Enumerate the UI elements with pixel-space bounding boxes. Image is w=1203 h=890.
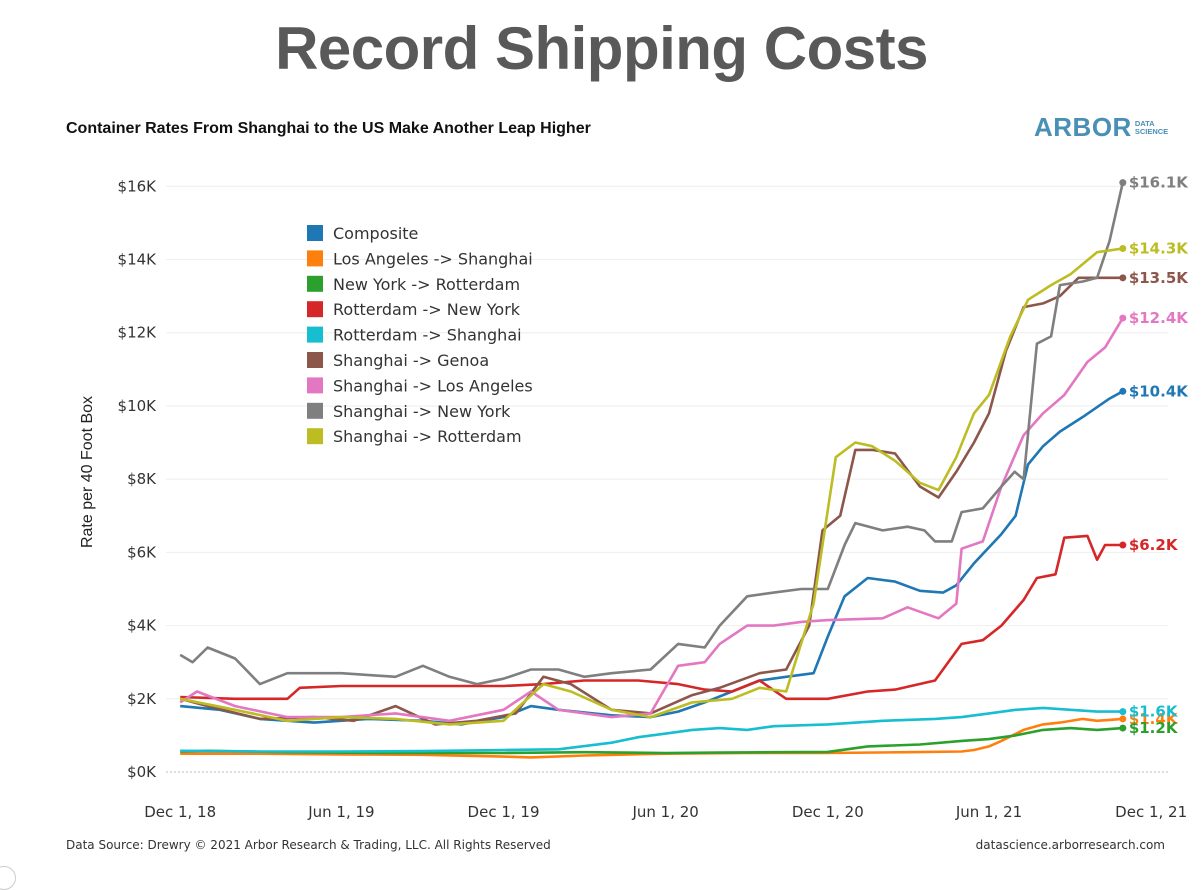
chart-subtitle: Container Rates From Shanghai to the US … [66,120,591,137]
chart-series [179,179,1127,759]
y-axis: $0K $2K $4K $6K $8K $10K $12K $14K $16K [118,177,158,781]
legend-label: Los Angeles -> Shanghai [333,249,533,268]
series-end-point [1119,314,1127,322]
legend-swatch [307,428,323,445]
end-value-label: $13.5K [1129,269,1189,287]
x-tick-label: Dec 1, 20 [792,803,864,821]
end-labels: $10.4K $1.4K$1.2K $6.2K $1.6K $13.5K $12.4K $1… [1129,174,1189,737]
series-end-point [1119,179,1127,187]
logo-sub-line2: SCIENCE [1134,126,1169,136]
x-tick-label: Jun 1, 21 [955,803,1022,821]
chart-legend: Composite Los Angeles -> Shanghai New York… [307,224,533,446]
legend-swatch [307,326,323,343]
footer-url[interactable]: datascience.arborresearch.com [975,838,1165,852]
y-tick-label: $14K [118,251,158,269]
end-value-label: $10.4K [1129,382,1189,400]
y-tick-label: $6K [127,543,157,561]
y-tick-label: $4K [127,617,157,635]
end-value-label: $6.2K [1129,536,1179,554]
legend-swatch [307,225,323,241]
legend-label: New York -> Rotterdam [333,275,520,294]
legend-swatch [307,250,323,267]
series-line-1 [180,717,1123,759]
series-end-point [1119,715,1127,723]
y-tick-label: $8K [127,470,157,488]
series-line-7 [179,182,1125,686]
end-value-label: $16.1K [1129,174,1189,192]
x-tick-label: Jun 1, 20 [631,803,698,821]
footer-source: Data Source: Drewry © 2021 Arbor Researc… [66,838,551,852]
series-line-2 [180,726,1123,755]
legend-swatch [307,402,323,419]
arbor-logo: ARBOR DATA SCIENCE [1034,112,1168,143]
y-tick-label: $10K [118,397,158,415]
end-value-label: $14.3K [1129,240,1189,258]
end-value-label: $1.2K [1129,719,1179,737]
legend-label: Shanghai -> Genoa [333,351,489,370]
x-tick-label: Dec 1, 21 [1115,803,1187,821]
end-value-label: $1.4K [1129,710,1179,728]
legend-swatch [307,301,323,318]
end-value-label: $1.6K [1129,703,1179,721]
series-line-6 [179,317,1124,723]
x-tick-label: Jun 1, 19 [307,803,374,821]
y-tick-label: $2K [127,690,157,708]
legend-label: Shanghai -> Rotterdam [333,427,522,446]
legend-label: Composite [333,224,418,243]
series-end-point [1119,245,1127,253]
logo-main-text: ARBOR [1034,112,1132,142]
x-axis: Dec 1, 18 Jun 1, 19 Dec 1, 19 Jun 1, 20 Dec … [144,803,1187,821]
y-tick-label: $0K [127,763,157,781]
series-end-point [1119,274,1127,282]
y-axis-label: Rate per 40 Foot Box [79,396,96,548]
series-end-point [1119,708,1127,716]
x-tick-label: Dec 1, 18 [144,803,216,821]
series-line-5 [179,276,1123,726]
legend-label: Shanghai -> New York [333,402,511,421]
x-tick-label: Dec 1, 19 [468,803,540,821]
legend-label: Rotterdam -> Shanghai [333,326,522,345]
series-line-3 [180,534,1123,701]
logo-sub-text: DATA SCIENCE [1134,118,1169,136]
legend-swatch [307,377,323,394]
series-line-4 [180,706,1123,753]
chart-grid [166,185,1168,773]
legend-label: Rotterdam -> New York [333,300,521,319]
legend-swatch [307,275,323,292]
logo-sub-line1: DATA [1134,118,1155,128]
series-end-point [1119,387,1127,395]
legend-label: Shanghai -> Los Angeles [333,376,533,395]
y-tick-label: $12K [118,324,158,342]
series-end-point [1119,724,1127,732]
end-value-label: $12.4K [1129,309,1189,327]
legend-swatch [307,352,323,368]
series-line-8 [179,247,1123,726]
page-title: Record Shipping Costs [275,15,928,82]
y-tick-label: $16K [118,177,158,195]
series-end-point [1119,541,1127,549]
